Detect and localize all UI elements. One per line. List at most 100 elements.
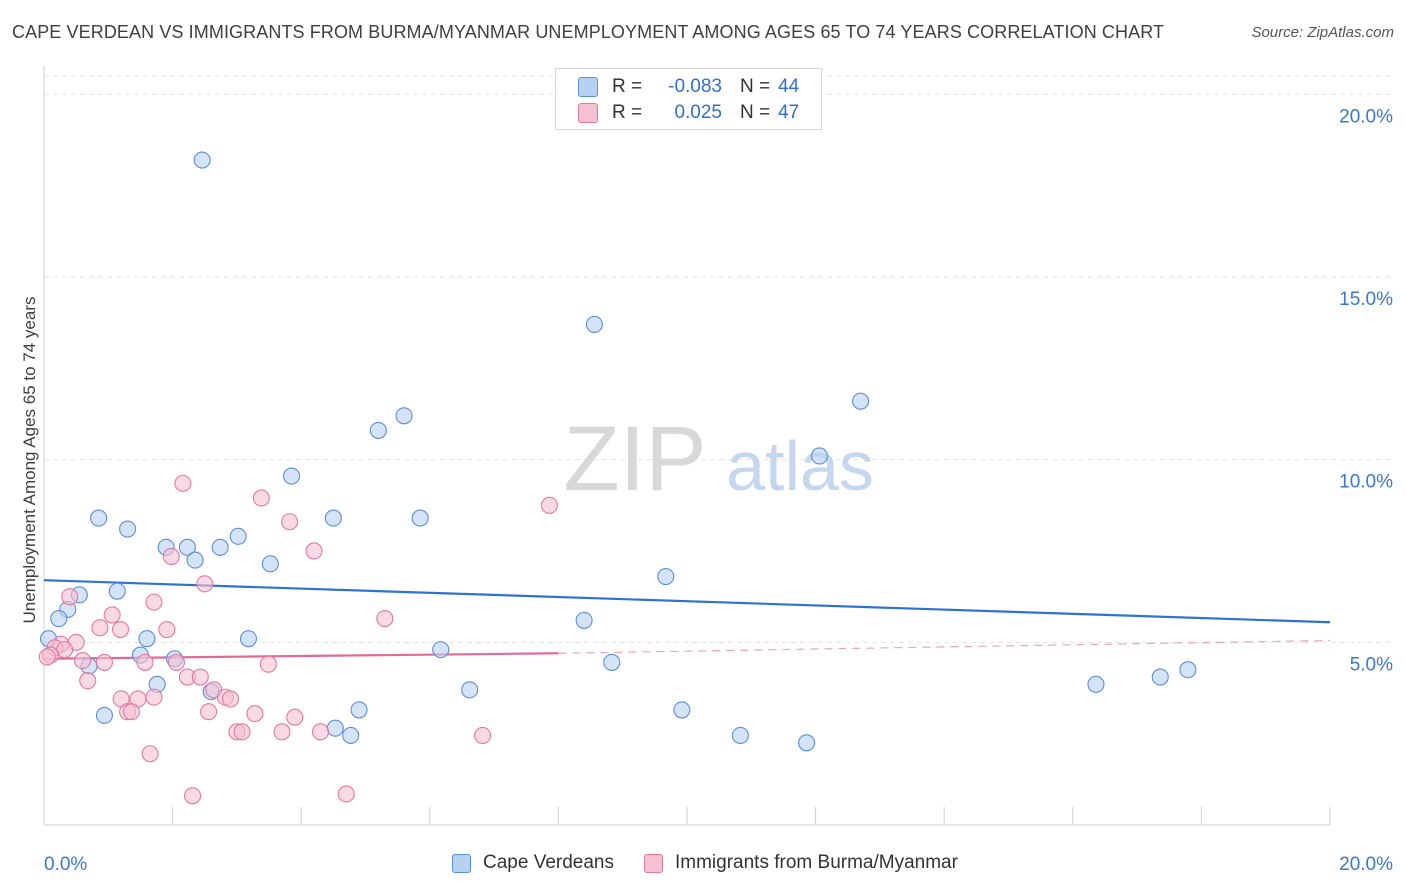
tick-labels: 5.0% 10.0% 15.0% 20.0% 0.0% 20.0% (44, 106, 1393, 875)
point-cape-verdean (657, 568, 675, 586)
correlation-legend: R = -0.083 N = 44 R = 0.025 N = 47 (555, 68, 822, 130)
point-cape-verdean (673, 701, 691, 719)
legend-label-cape-verdeans: Cape Verdeans (483, 852, 614, 873)
point-burma (473, 726, 492, 745)
legend-swatch-blue (578, 77, 598, 97)
point-cape-verdean (350, 701, 368, 719)
point-cape-verdean (119, 520, 137, 538)
point-burma (61, 588, 79, 606)
legend-n-value: 44 (778, 76, 800, 97)
point-burma (103, 606, 121, 624)
point-cape-verdean (50, 610, 68, 628)
axes (43, 66, 1331, 826)
chart-title: CAPE VERDEAN VS IMMIGRANTS FROM BURMA/MY… (12, 22, 1165, 42)
trend-line-burma-extrapolated (558, 639, 1331, 654)
point-burma (273, 723, 291, 741)
point-cape-verdean (432, 641, 450, 659)
point-burma (200, 703, 218, 721)
legend-n-value: 47 (778, 102, 800, 123)
point-burma (281, 513, 299, 531)
point-cape-verdean (178, 538, 196, 556)
point-cape-verdean (239, 630, 258, 648)
point-burma (252, 489, 270, 507)
watermark-atlas: atlas (726, 427, 874, 505)
point-cape-verdean (731, 726, 749, 745)
point-burma (174, 474, 192, 492)
point-burma (259, 655, 277, 673)
point-burma (191, 668, 209, 686)
point-burma (95, 653, 113, 671)
point-cape-verdean (1087, 675, 1105, 693)
legend-swatch-pink (578, 103, 598, 123)
point-burma (141, 745, 159, 763)
point-cape-verdean (1151, 668, 1169, 686)
legend-n-label: N = (740, 102, 771, 123)
legend-row-burma: R = 0.025 N = 47 (578, 100, 799, 126)
point-cape-verdean (95, 706, 113, 724)
point-cape-verdean (186, 551, 204, 569)
point-burma (136, 653, 154, 671)
point-cape-verdean (211, 538, 229, 556)
legend-r-value: 0.025 (674, 102, 722, 123)
legend-swatch-blue (452, 853, 471, 873)
y-tick-label: 5.0% (1350, 654, 1393, 675)
point-burma (286, 708, 304, 726)
legend-r-value: -0.083 (668, 76, 722, 97)
point-cape-verdean (138, 630, 156, 648)
y-tick-label: 20.0% (1339, 106, 1393, 127)
point-burma (91, 619, 109, 637)
point-cape-verdean (798, 734, 816, 752)
point-burma (162, 547, 180, 566)
point-burma (111, 620, 130, 639)
point-burma (74, 652, 92, 670)
point-burma (122, 703, 140, 721)
grid-lines (44, 75, 1394, 643)
y-tick-label: 15.0% (1339, 289, 1393, 310)
series-legend: Cape Verdeans Immigrants from Burma/Myan… (452, 852, 988, 874)
point-cape-verdean (585, 315, 603, 333)
point-cape-verdean (575, 611, 593, 629)
point-burma (145, 593, 163, 611)
point-cape-verdean (603, 653, 621, 671)
legend-row-cape-verdeans: R = -0.083 N = 44 (578, 74, 799, 100)
point-cape-verdean (852, 392, 870, 410)
trend-lines (43, 579, 1331, 660)
point-burma (233, 723, 251, 741)
point-cape-verdean (326, 719, 344, 737)
data-points (38, 151, 1197, 805)
point-cape-verdean (411, 509, 429, 527)
point-cape-verdean (229, 527, 247, 545)
point-burma (337, 785, 355, 803)
legend-item-burma[interactable]: Immigrants from Burma/Myanmar (644, 852, 958, 874)
point-cape-verdean (193, 151, 211, 169)
point-cape-verdean (461, 681, 479, 699)
point-cape-verdean (324, 509, 342, 527)
point-burma (167, 653, 186, 671)
point-cape-verdean (108, 582, 126, 600)
legend-item-cape-verdeans[interactable]: Cape Verdeans (452, 852, 614, 874)
trend-line-burma (43, 652, 559, 660)
point-burma (145, 688, 163, 706)
point-cape-verdean (1179, 661, 1197, 679)
point-cape-verdean (369, 421, 387, 439)
legend-n-label: N = (740, 76, 771, 97)
point-burma (311, 723, 330, 741)
point-cape-verdean (283, 467, 301, 485)
trend-line-cape-verdeans (43, 579, 1331, 624)
watermark-zip: ZIP (563, 408, 706, 510)
point-burma (376, 610, 394, 628)
legend-swatch-pink (644, 853, 663, 873)
point-cape-verdean (342, 726, 360, 745)
legend-r-label: R = (612, 76, 643, 97)
point-cape-verdean (90, 509, 108, 527)
point-cape-verdean (810, 447, 829, 465)
point-cape-verdean (395, 407, 413, 425)
legend-label-burma: Immigrants from Burma/Myanmar (675, 852, 958, 873)
watermark: ZIP atlas (563, 408, 874, 510)
point-burma (540, 496, 558, 514)
point-burma (183, 787, 202, 805)
point-cape-verdean (261, 555, 279, 573)
x-tick-label-min: 0.0% (44, 854, 87, 875)
legend-r-label: R = (612, 102, 643, 123)
point-burma (221, 690, 240, 708)
